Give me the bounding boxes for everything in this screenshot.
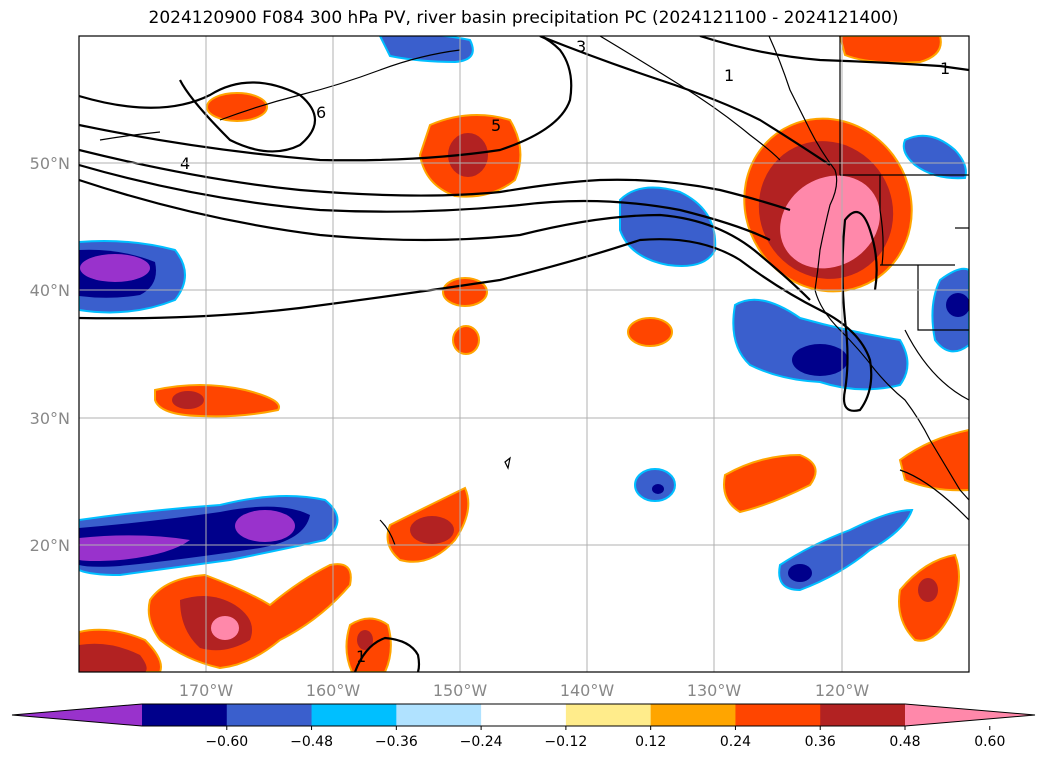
lon-label: 130°W — [687, 681, 742, 700]
colorbar-swatch — [735, 704, 821, 726]
contour-label: 1 — [356, 647, 366, 666]
contour-label: 3 — [576, 37, 586, 56]
colorbar-label: 0.60 — [974, 734, 1005, 750]
colorbar-label: −0.12 — [544, 734, 587, 750]
anomaly-negative-subtropical — [79, 495, 339, 577]
contour-label: 5 — [491, 116, 501, 135]
coastline-layer — [99, 36, 969, 546]
lat-tick-labels: 50°N 40°N 30°N 20°N — [30, 154, 70, 555]
colorbar-swatch — [565, 704, 652, 726]
colorbar-extend-high — [905, 704, 1035, 726]
contour-label: 1 — [724, 66, 734, 85]
lon-label: 150°W — [433, 681, 488, 700]
colorbar-swatch — [650, 704, 736, 726]
lon-label: 170°W — [179, 681, 234, 700]
colorbar-swatch — [820, 704, 906, 726]
precip-anomaly-layer — [79, 36, 969, 672]
lat-label: 50°N — [30, 154, 70, 173]
colorbar-label: 0.24 — [720, 734, 751, 750]
colorbar-label: 0.48 — [889, 734, 920, 750]
map-plot-area: 6 5 4 3 1 1 1 — [79, 36, 969, 672]
lat-label: 30°N — [30, 409, 70, 428]
anomaly-negative-ne-pacific — [619, 186, 717, 267]
colorbar-swatch — [226, 704, 313, 726]
contour-label: 1 — [940, 59, 950, 78]
lon-tick-labels: 170°W 160°W 150°W 140°W 130°W 120°W — [179, 681, 870, 700]
colorbar-label: −0.36 — [375, 734, 418, 750]
gridlines — [79, 36, 969, 672]
contour-label: 6 — [316, 103, 326, 122]
anomaly-positive-southwest — [79, 563, 352, 672]
colorbar-label: −0.24 — [460, 734, 503, 750]
colorbar-extend-low — [12, 704, 142, 726]
anomaly-positive-small — [154, 36, 969, 672]
colorbar-swatch — [311, 704, 397, 726]
colorbar-label: −0.60 — [205, 734, 248, 750]
colorbar-label: 0.36 — [805, 734, 836, 750]
lon-label: 160°W — [306, 681, 361, 700]
colorbar: −0.60 −0.48 −0.36 −0.24 −0.12 0.12 0.24 0.36 0.4… — [11, 703, 1036, 750]
anomaly-negative-interior — [902, 134, 969, 353]
anomaly-positive-gulf-alaska — [418, 114, 522, 198]
lon-label: 120°W — [815, 681, 870, 700]
colorbar-label: −0.48 — [290, 734, 333, 750]
map-frame — [78, 35, 970, 673]
colorbar-outline — [11, 703, 1036, 727]
colorbar-swatch — [142, 704, 228, 726]
colorbar-swatch — [481, 704, 567, 726]
lat-label: 40°N — [30, 281, 70, 300]
colorbar-label: 0.12 — [635, 734, 666, 750]
lon-label: 140°W — [560, 681, 615, 700]
figure-title: 2024120900 F084 300 hPa PV, river basin … — [148, 8, 899, 28]
colorbar-swatch — [396, 704, 482, 726]
lat-label: 20°N — [30, 536, 70, 555]
anomaly-negative-small — [378, 36, 914, 592]
anomaly-negative-west-42n — [79, 240, 186, 314]
pv-contour-layer — [79, 36, 969, 672]
anomaly-negative-california — [732, 298, 909, 391]
